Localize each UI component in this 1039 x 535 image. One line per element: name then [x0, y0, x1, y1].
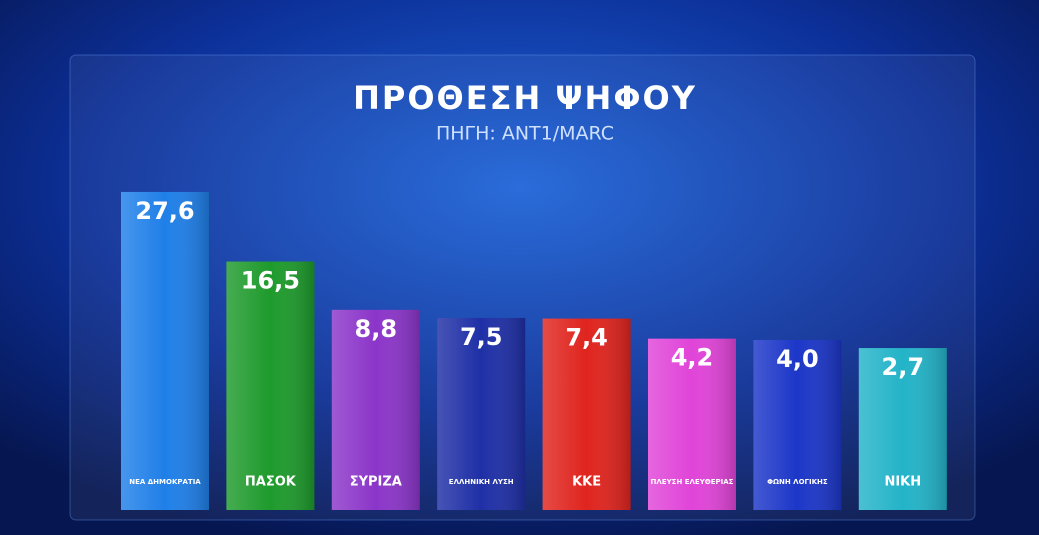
bar-shine	[226, 261, 315, 510]
bar-shine	[648, 338, 736, 510]
value-label: 7,4	[565, 324, 608, 352]
bar-shine	[121, 191, 209, 510]
value-label: 16,5	[241, 267, 300, 295]
chart-subtitle: ΠΗΓΗ: ANT1/MARC	[436, 123, 614, 145]
bar-shine	[331, 309, 420, 510]
category-label: ΠΑΣΟΚ	[245, 475, 297, 490]
category-label: ΕΛΛΗΝΙΚΗ ΛΥΣΗ	[449, 478, 514, 486]
bar-shine	[753, 339, 842, 510]
chart-title: ΠΡΟΘΕΣΗ ΨΗΦΟΥ	[353, 79, 697, 117]
value-label: 4,2	[671, 344, 714, 372]
category-label: ΣΥΡΙΖΑ	[350, 475, 402, 490]
value-label: 27,6	[135, 197, 194, 225]
bar-shine	[858, 348, 947, 510]
category-label: ΦΩΝΗ ΛΟΓΙΚΗΣ	[767, 478, 828, 486]
category-label: ΝΕΑ ΔΗΜΟΚΡΑΤΙΑ	[129, 478, 201, 486]
category-label: ΠΛΕΥΣΗ ΕΛΕΥΘΕΡΙΑΣ	[651, 478, 734, 486]
value-label: 7,5	[460, 323, 503, 351]
category-label: ΚΚΕ	[572, 475, 601, 490]
value-label: 8,8	[355, 315, 398, 343]
bar-shine	[437, 317, 526, 510]
value-label: 2,7	[882, 353, 925, 381]
category-label: ΝΙΚΗ	[884, 475, 921, 490]
bar-shine	[542, 318, 631, 510]
value-label: 4,0	[776, 345, 819, 373]
